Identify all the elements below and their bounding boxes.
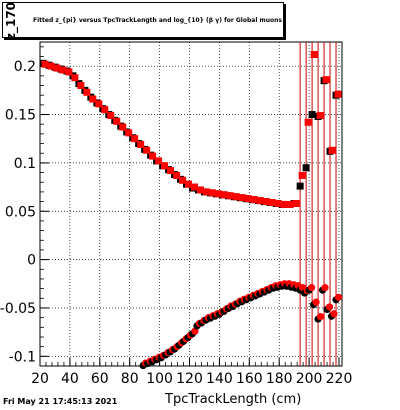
red-square-marker — [179, 176, 187, 184]
x-tick-label: 20 — [31, 371, 49, 387]
x-tick-label: 220 — [326, 371, 353, 387]
red-square-marker — [47, 62, 55, 70]
red-square-marker — [113, 117, 121, 125]
red-square-marker — [185, 180, 193, 188]
x-axis-label: TpcTrackLength (cm) — [165, 392, 302, 407]
red-square-marker — [89, 95, 97, 103]
red-square-marker — [328, 146, 336, 154]
y-tick-label: -0.1 — [9, 349, 36, 365]
red-square-marker — [274, 199, 282, 207]
red-square-marker — [71, 74, 79, 82]
y-tick-label: 0.1 — [14, 156, 36, 172]
red-square-marker — [149, 152, 157, 160]
x-tick-label: 120 — [176, 371, 203, 387]
red-square-marker — [256, 197, 264, 205]
red-square-marker — [220, 191, 228, 199]
red-square-marker — [298, 171, 306, 179]
red-square-marker — [226, 192, 234, 200]
x-tick-label: 200 — [296, 371, 323, 387]
red-square-marker — [125, 129, 133, 137]
red-square-marker — [137, 140, 145, 148]
x-tick-label: 160 — [236, 371, 263, 387]
red-square-marker — [167, 167, 175, 175]
red-square-marker — [143, 146, 151, 154]
red-square-marker — [292, 199, 300, 207]
red-square-marker — [155, 157, 163, 165]
red-square-marker — [77, 81, 85, 89]
red-square-marker — [208, 189, 216, 197]
y-tick-label: 0.15 — [5, 108, 36, 124]
red-square-marker — [173, 171, 181, 179]
red-circle-marker — [312, 298, 320, 306]
red-square-marker — [250, 196, 258, 204]
red-circle-marker — [334, 293, 343, 301]
red-circle-marker — [308, 284, 316, 292]
y-tick-label: 0 — [27, 253, 36, 269]
red-square-marker — [262, 198, 270, 206]
red-square-marker — [280, 200, 288, 208]
red-square-marker — [95, 100, 103, 108]
x-tick-label: 40 — [61, 371, 79, 387]
red-square-marker — [65, 68, 73, 76]
red-square-marker — [83, 88, 91, 96]
red-square-marker — [238, 194, 246, 202]
black-square-marker — [302, 164, 310, 172]
chart-title: Fitted z_{pi} versus TpcTrackLength and … — [33, 16, 282, 24]
red-square-marker — [190, 183, 198, 191]
red-square-marker — [304, 118, 312, 126]
red-square-marker — [286, 200, 294, 208]
red-square-marker — [268, 199, 276, 207]
red-square-marker — [316, 111, 324, 119]
red-square-marker — [119, 123, 127, 131]
red-square-marker — [101, 106, 109, 114]
red-square-marker — [244, 195, 252, 203]
x-tick-label: 80 — [121, 371, 139, 387]
x-tick-label: 180 — [266, 371, 293, 387]
y-tick-label: 0.2 — [14, 59, 36, 75]
date-stamp: Fri May 21 17:45:13 2021 — [3, 397, 118, 406]
red-square-marker — [53, 64, 61, 72]
red-square-marker — [310, 51, 318, 59]
y-tick-label: -0.05 — [0, 301, 36, 317]
red-square-marker — [196, 186, 204, 194]
red-square-marker — [334, 90, 342, 98]
y-axis-label: z_170 — [4, 1, 18, 40]
red-square-marker — [131, 135, 139, 143]
red-square-marker — [107, 111, 115, 119]
black-square-marker — [296, 182, 304, 190]
red-circle-marker — [325, 303, 334, 311]
chart-title-box: Fitted z_{pi} versus TpcTrackLength and … — [2, 2, 284, 38]
y-tick-label: 0.05 — [5, 204, 36, 220]
red-square-marker — [161, 162, 169, 170]
red-circle-marker — [330, 310, 338, 318]
x-tick-label: 100 — [146, 371, 173, 387]
red-square-marker — [202, 188, 210, 196]
red-circle-marker — [321, 284, 329, 292]
red-square-marker — [59, 66, 67, 74]
red-square-marker — [214, 190, 222, 198]
x-tick-label: 140 — [206, 371, 233, 387]
red-square-marker — [322, 76, 330, 84]
red-square-marker — [41, 60, 49, 68]
black-square-marker — [308, 111, 316, 119]
x-tick-label: 60 — [91, 371, 109, 387]
red-circle-marker — [316, 313, 325, 321]
red-square-marker — [232, 193, 240, 201]
